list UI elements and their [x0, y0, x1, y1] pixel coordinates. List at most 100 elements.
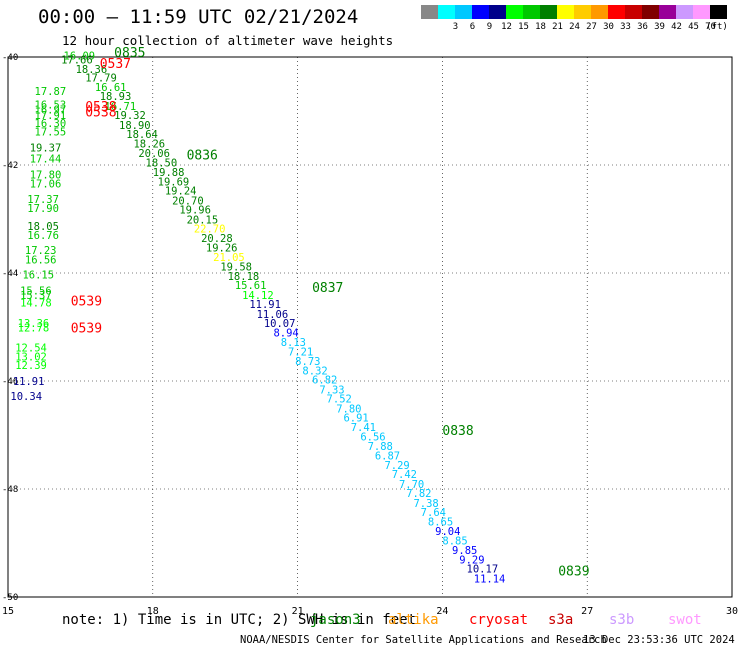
- wave-height-label: 7.52: [327, 394, 352, 406]
- wave-height-label: 16.76: [27, 230, 59, 242]
- y-tick-label: -46: [2, 377, 18, 387]
- wave-height-label: 19.88: [153, 167, 185, 179]
- legend-swatch: [557, 5, 574, 19]
- wave-height-label: 15.37: [20, 290, 52, 302]
- wave-height-label: 7.88: [368, 441, 393, 453]
- time-label: 0836: [187, 149, 218, 164]
- legend-label: 21: [552, 22, 563, 32]
- wave-height-label: 18.05: [27, 221, 59, 233]
- legend-swatch: [591, 5, 608, 19]
- wave-height-label: 18.50: [146, 158, 178, 170]
- wave-height-label: 8.85: [442, 536, 467, 548]
- wave-height-label: 18.90: [119, 120, 151, 132]
- wave-height-label: 19.58: [220, 261, 252, 273]
- wave-height-label: 19.69: [158, 177, 190, 189]
- y-tick-label: -50: [2, 593, 18, 603]
- wave-height-label: 17.80: [30, 170, 62, 182]
- time-label: 0539: [71, 321, 102, 336]
- wave-height-label: 19.96: [179, 205, 211, 217]
- wave-height-label: 6.87: [375, 450, 400, 462]
- legend-swatch: [659, 5, 676, 19]
- legend-label: 6: [469, 22, 476, 32]
- wave-height-label: 7.41: [351, 422, 376, 434]
- legend-label: 36: [637, 22, 648, 32]
- wave-height-label: 14.78: [20, 297, 52, 309]
- satellite-name: jason3: [310, 612, 361, 628]
- x-tick-label: 30: [726, 606, 738, 617]
- y-tick-label: -48: [2, 485, 18, 495]
- wave-height-label: 19.37: [30, 143, 62, 155]
- wave-height-label: 20.15: [187, 214, 219, 226]
- wave-height-label: 16.09: [64, 51, 96, 63]
- wave-height-label: 10.17: [467, 564, 499, 576]
- legend-label: 18: [535, 22, 546, 32]
- wave-height-label: 17.66: [61, 54, 93, 66]
- legend-swatch: [676, 5, 693, 19]
- legend-swatch: [710, 5, 727, 19]
- wave-height-label: 19.24: [165, 186, 197, 198]
- legend-label: 30: [603, 22, 614, 32]
- wave-height-label: 9.85: [452, 545, 477, 557]
- time-label: 0839: [558, 564, 589, 579]
- x-tick-label: 18: [147, 606, 159, 617]
- wave-height-label: 16.56: [25, 254, 57, 266]
- legend-swatch: [421, 5, 438, 19]
- wave-height-label: 12.54: [15, 342, 47, 354]
- legend-unit: (ft): [706, 22, 728, 32]
- time-label: 0837: [312, 281, 343, 296]
- legend-swatch: [608, 5, 625, 19]
- wave-height-label: 6.56: [360, 431, 385, 443]
- wave-height-label: 17.55: [35, 126, 67, 138]
- wave-height-label: 17.23: [25, 245, 57, 257]
- wave-height-label: 10.07: [264, 318, 296, 330]
- legend-label: 3: [452, 22, 459, 32]
- legend-label: 70: [705, 22, 716, 32]
- wave-height-label: 17.87: [35, 86, 67, 98]
- wave-height-label: 7.70: [399, 479, 424, 491]
- legend-label: 39: [654, 22, 665, 32]
- satellite-name: s3b: [609, 612, 635, 628]
- generated-timestamp: 13 Dec 23:53:36 UTC 2024: [583, 634, 735, 646]
- x-tick-label: 27: [581, 606, 593, 617]
- legend-label: 33: [620, 22, 631, 32]
- wave-height-label: 17.90: [27, 203, 59, 215]
- wave-height-label: 13.02: [15, 351, 47, 363]
- time-label: 0538: [85, 105, 116, 120]
- wave-height-label: 8.73: [295, 356, 320, 368]
- wave-height-label: 10.34: [10, 391, 42, 403]
- wave-height-label: 11.91: [249, 299, 281, 311]
- wave-height-label: 18.18: [228, 271, 260, 283]
- wave-height-label: 16.15: [22, 269, 54, 281]
- wave-height-label: 16.97: [35, 105, 67, 117]
- wave-height-label: 20.70: [172, 195, 204, 207]
- time-label: 0835: [114, 46, 145, 61]
- wave-height-label: 11.91: [13, 376, 45, 388]
- wave-height-label: 6.82: [312, 375, 337, 387]
- wave-height-label: 17.37: [27, 194, 59, 206]
- wave-height-label: 18.64: [126, 129, 158, 141]
- wave-height-label: 14.12: [242, 290, 274, 302]
- x-tick-label: 21: [292, 606, 304, 617]
- legend-swatch: [642, 5, 659, 19]
- legend-label: 9: [486, 22, 493, 32]
- legend-label: 45: [688, 22, 699, 32]
- legend-swatch: [506, 5, 523, 19]
- legend-swatch: [489, 5, 506, 19]
- wave-height-label: 11.06: [257, 309, 289, 321]
- wave-height-label: 7.82: [406, 488, 431, 500]
- wave-height-label: 16.71: [105, 101, 137, 113]
- footer-note: note: 1) Time is in UTC; 2) SWH is in fe…: [62, 612, 417, 628]
- wave-height-label: 17.91: [35, 110, 67, 122]
- wave-height-label: 16.30: [35, 118, 67, 130]
- y-tick-label: -40: [2, 53, 18, 63]
- credit-text: NOAA/NESDIS Center for Satellite Applica…: [240, 634, 607, 646]
- wave-height-label: 7.42: [392, 469, 417, 481]
- wave-height-label: 12.39: [15, 360, 47, 372]
- map-subtitle: 12 hour collection of altimeter wave hei…: [62, 33, 394, 48]
- wave-height-label: 21.05: [213, 252, 245, 264]
- time-label: 0537: [100, 57, 131, 72]
- wave-height-label: 9.29: [459, 555, 484, 567]
- legend-label: 27: [586, 22, 597, 32]
- satellite-name: swot: [668, 612, 702, 628]
- time-label: 0838: [442, 424, 473, 439]
